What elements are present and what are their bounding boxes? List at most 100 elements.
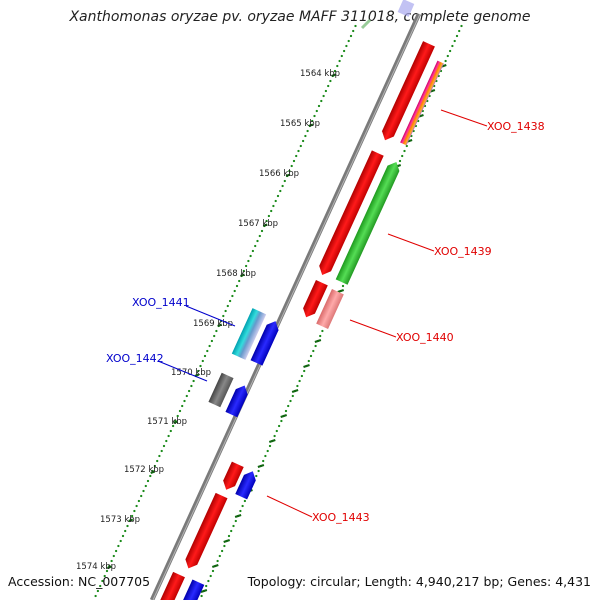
ring-dot — [266, 449, 269, 453]
gene-label-xoo1442[interactable]: XOO_1442 — [106, 352, 164, 365]
ring-dot — [327, 84, 330, 88]
ring-tick — [331, 73, 337, 78]
feature-blue-c[interactable] — [181, 579, 205, 600]
feature-blue-b[interactable] — [225, 383, 250, 418]
ring-dot — [226, 304, 229, 308]
kbp-label: 1573 kbp — [100, 515, 140, 525]
ring-dot — [167, 434, 170, 438]
ring-dot — [242, 269, 245, 273]
gene-label-xoo1443[interactable]: XOO_1443 — [312, 511, 370, 524]
ring-dot — [162, 444, 166, 448]
ring-dot — [309, 354, 313, 358]
ring-dot — [121, 534, 125, 538]
ring-dot — [303, 369, 306, 373]
ring-dot — [342, 49, 346, 53]
ring-dot — [448, 49, 452, 53]
ring-dot — [133, 509, 136, 513]
gene-label-xoo1439[interactable]: XOO_1439 — [434, 245, 492, 258]
ring-dot — [290, 164, 293, 168]
feature-xoo1438-red[interactable] — [379, 41, 435, 143]
ring-dot — [352, 29, 355, 33]
ring-dot — [321, 329, 324, 333]
ring-dot — [314, 344, 317, 348]
gene-label-xoo1440[interactable]: XOO_1440 — [396, 331, 454, 344]
ring-dot — [336, 64, 339, 68]
ring-dot — [255, 474, 258, 478]
feature-xoo1438-multi[interactable] — [400, 60, 444, 146]
ring-dot — [244, 264, 248, 268]
ring-dot — [187, 389, 191, 393]
ring-dot — [209, 574, 212, 578]
ring-dot — [110, 559, 113, 563]
callout-line-xoo1438 — [440, 109, 488, 127]
ring-dot — [320, 99, 323, 103]
feature-xoo1439-green[interactable] — [335, 159, 403, 285]
ring-dot — [401, 154, 404, 158]
ring-dot — [291, 394, 294, 398]
ring-dot — [312, 349, 315, 353]
callout-line-xoo1440 — [349, 319, 397, 338]
ring-dot — [329, 79, 332, 83]
ring-dot — [267, 214, 271, 218]
ring-dot — [96, 589, 100, 593]
ring-dot — [340, 54, 343, 58]
ring-dot — [207, 579, 210, 583]
feature-xoo1443-blue[interactable] — [235, 469, 258, 500]
feature-red-long[interactable] — [316, 150, 384, 277]
ring-dot — [284, 409, 288, 413]
ring-dot — [190, 384, 193, 388]
ring-dot — [114, 549, 118, 553]
feature-blue-a[interactable] — [250, 318, 282, 366]
kbp-label: 1570 kbp — [171, 368, 211, 378]
ring-dot — [297, 149, 300, 153]
ring-dot — [146, 479, 150, 483]
ring-dot — [257, 469, 260, 473]
kbp-label: 1572 kbp — [124, 465, 164, 475]
ring-dash — [303, 363, 310, 369]
callout-line-xoo1442 — [157, 360, 208, 382]
ring-dot — [206, 349, 209, 353]
ring-dot — [279, 189, 282, 193]
ring-dash — [314, 338, 322, 344]
ring-dot — [324, 89, 328, 93]
kbp-label: 1565 kbp — [280, 119, 320, 129]
ring-dot — [446, 54, 449, 58]
ring-dot — [216, 559, 219, 563]
ring-tick — [173, 420, 178, 425]
feature-red-e[interactable] — [159, 571, 185, 600]
ring-tick — [240, 273, 245, 278]
ring-dot — [398, 159, 402, 163]
ring-dot — [273, 434, 276, 438]
ring-dot — [239, 509, 242, 513]
ring-dot — [301, 139, 305, 143]
gene-label-xoo1441[interactable]: XOO_1441 — [132, 296, 190, 309]
ring-dot — [112, 554, 115, 558]
ring-dash — [200, 588, 208, 594]
ring-dot — [211, 569, 215, 573]
ring-dot — [287, 404, 290, 408]
ring-dot — [223, 544, 226, 548]
ring-dot — [215, 329, 218, 333]
ring-dot — [208, 344, 211, 348]
ring-dot — [288, 169, 291, 173]
feature-xoo1442-gray[interactable] — [208, 372, 234, 408]
gene-label-xoo1438[interactable]: XOO_1438 — [487, 120, 545, 133]
feature-red-d[interactable] — [182, 492, 228, 571]
ring-dot — [289, 399, 292, 403]
ring-tick — [217, 323, 223, 328]
ring-dot — [230, 529, 233, 533]
kbp-label: 1571 kbp — [147, 417, 187, 427]
ring-tick — [194, 373, 200, 378]
ring-dot — [135, 504, 138, 508]
feature-xoo1440-pink[interactable] — [316, 289, 344, 329]
ring-dot — [243, 499, 247, 503]
ring-dot — [451, 44, 454, 48]
top-faded-stub — [360, 18, 372, 30]
ring-dot — [142, 489, 145, 493]
ring-dot — [247, 259, 250, 263]
feature-red-short[interactable] — [300, 280, 328, 320]
feature-red-c[interactable] — [220, 461, 244, 493]
callout-line-xoo1439 — [387, 233, 435, 252]
ring-dot — [241, 504, 244, 508]
feature-xoo1441-cyan[interactable] — [231, 308, 267, 360]
